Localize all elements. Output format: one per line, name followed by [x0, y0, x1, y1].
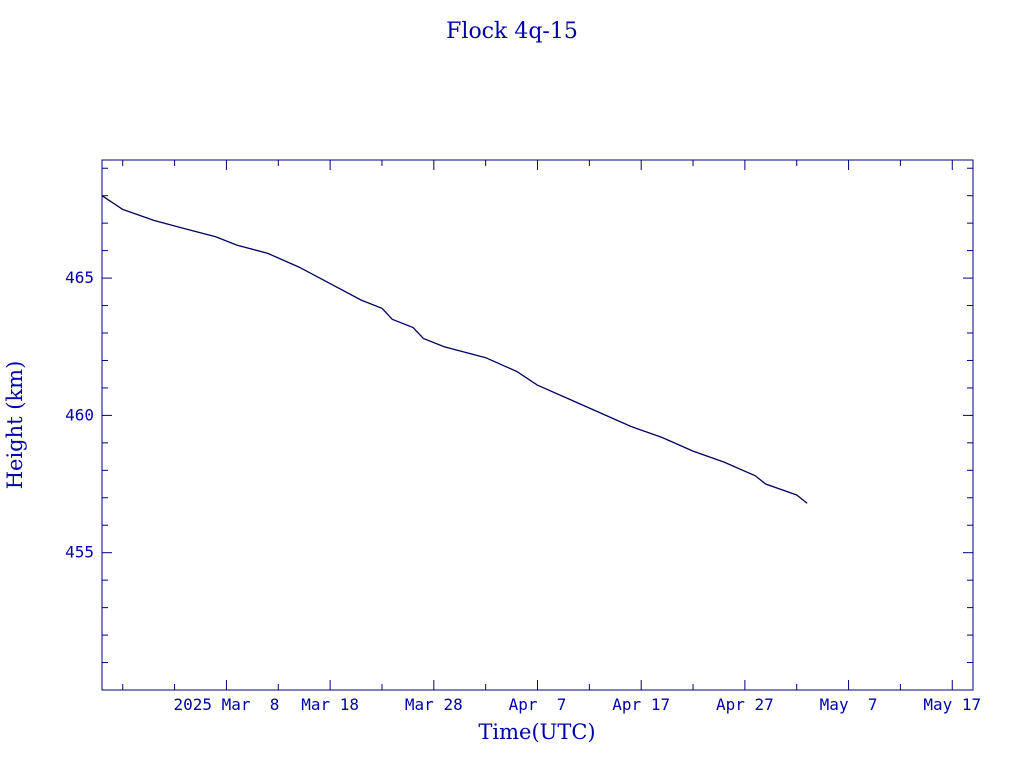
y-axis-ticks	[102, 167, 973, 664]
x-tick-label: Apr 7	[509, 695, 567, 714]
x-tick-label: May 17	[923, 695, 981, 714]
series-line	[101, 195, 808, 504]
y-tick-label: 465	[65, 268, 94, 287]
plot-frame	[101, 159, 974, 691]
x-tick-label: May 7	[820, 695, 878, 714]
series-group	[101, 195, 808, 504]
y-axis-label: Height (km)	[3, 361, 27, 490]
x-tick-label: Mar 18	[301, 695, 359, 714]
x-axis-label: Time(UTC)	[478, 720, 595, 744]
x-axis-tick-labels: 2025 Mar 8 Mar 18 Mar 28 Apr 7 Apr 17 Apr 27 M…	[173, 695, 981, 714]
x-axis-ticks	[122, 160, 953, 690]
x-tick-label: Mar 28	[405, 695, 463, 714]
y-tick-label: 460	[65, 405, 94, 424]
y-tick-label: 455	[65, 543, 94, 562]
y-axis-tick-labels: 455 460 465	[65, 268, 94, 562]
chart-title: Flock 4q-15	[446, 19, 578, 44]
x-tick-label: Apr 27	[716, 695, 774, 714]
x-tick-label: 2025 Mar 8	[173, 695, 279, 714]
x-tick-label: Apr 17	[612, 695, 670, 714]
